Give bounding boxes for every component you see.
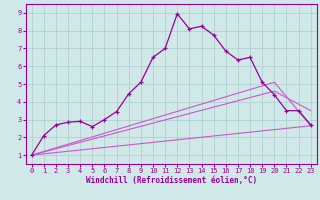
X-axis label: Windchill (Refroidissement éolien,°C): Windchill (Refroidissement éolien,°C) (86, 176, 257, 185)
